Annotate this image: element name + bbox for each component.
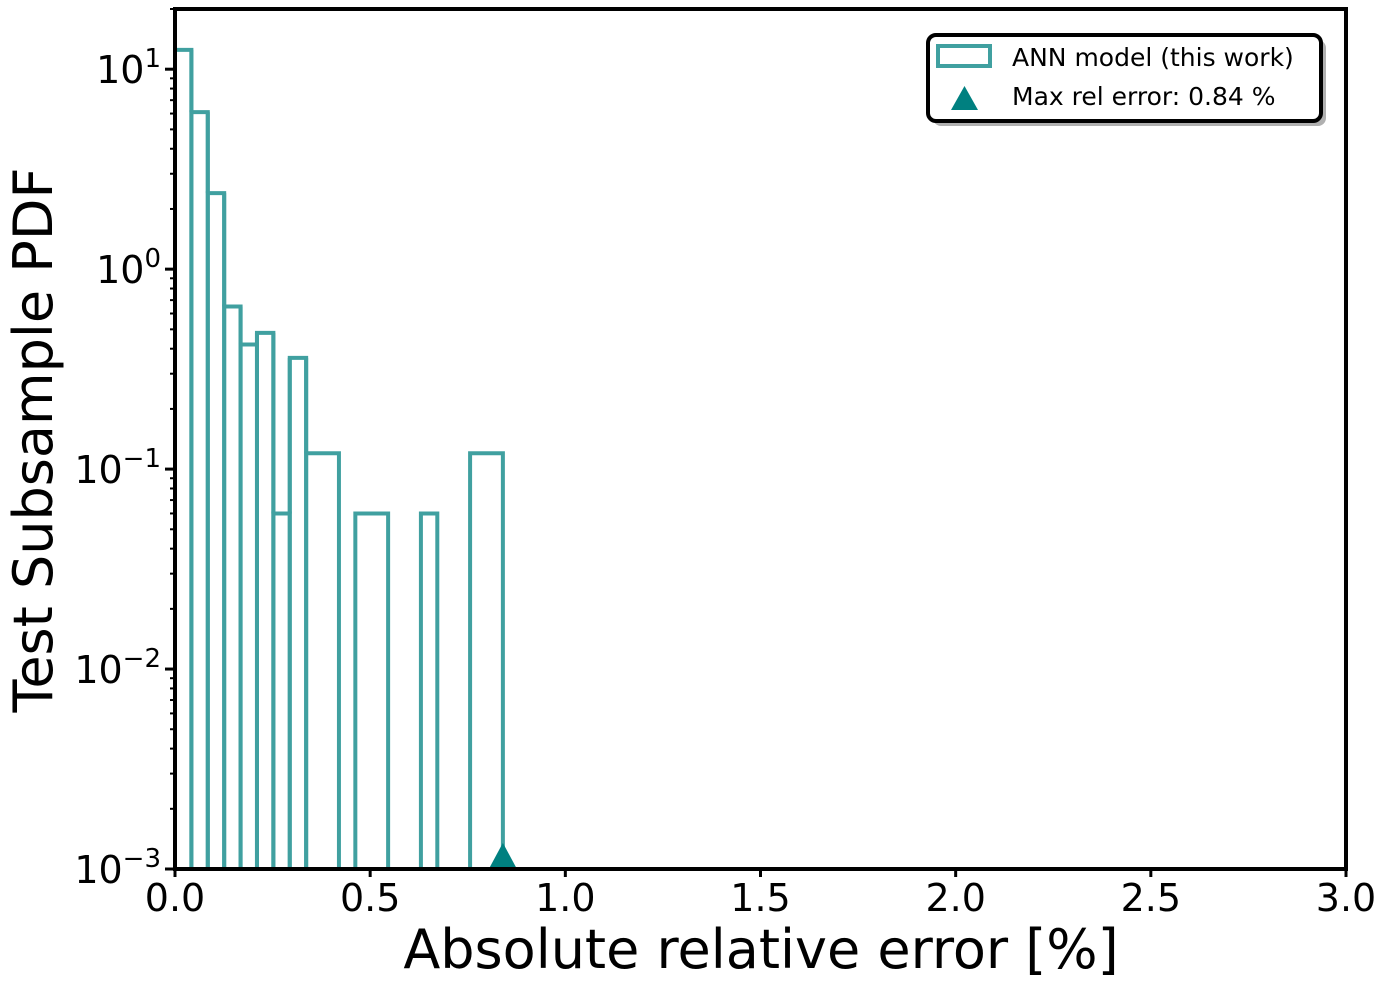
x-tick-label-2: 1.0 <box>535 876 595 920</box>
legend-triangle-icon <box>951 86 978 110</box>
x-tick-label-0: 0.0 <box>145 876 205 920</box>
histogram-bar-4 <box>238 342 259 869</box>
x-tick-label-6: 3.0 <box>1316 876 1376 920</box>
legend-label-max-error: Max rel error: 0.84 % <box>1012 82 1275 111</box>
histogram-bar-12 <box>418 511 440 869</box>
histogram-bar-3 <box>222 304 243 869</box>
histogram-step-outline <box>189 49 309 514</box>
y-tick-label-3: 10−2 <box>74 644 161 692</box>
legend-label-ann: ANN model (this work) <box>1012 43 1294 72</box>
histogram-bar-14 <box>468 451 505 869</box>
y-tick-label-2: 10−1 <box>74 444 161 492</box>
axes-frame <box>173 7 1348 871</box>
histogram-bar-0 <box>173 47 194 869</box>
histogram-bar-7 <box>287 355 309 869</box>
x-tick-label-5: 2.5 <box>1121 876 1181 920</box>
histogram-bar-10 <box>353 511 391 869</box>
axis-ticks: 0.0 0.5 1.0 1.5 2.0 2.5 3.0 101 100 10−1 10−2 10−3 <box>74 8 1376 920</box>
y-tick-label-4: 10−3 <box>74 844 161 892</box>
x-tick-label-1: 0.5 <box>340 876 400 920</box>
x-tick-label-3: 1.5 <box>730 876 790 920</box>
plot-area <box>173 7 1348 871</box>
histogram-bar-6 <box>271 511 292 869</box>
histogram-bar-5 <box>254 330 276 869</box>
legend-frame <box>926 33 1323 123</box>
legend-histogram-swatch <box>936 44 992 68</box>
histogram-bar-1 <box>189 110 210 869</box>
y-tick-label-0: 101 <box>96 44 161 92</box>
histogram-bar-2 <box>205 191 227 869</box>
max-error-marker <box>488 842 517 869</box>
legend: ANN model (this work) Max rel error: 0.8… <box>926 33 1326 126</box>
y-axis-title: Test Subsample PDF <box>2 168 65 714</box>
histogram-bar-8 <box>304 451 341 869</box>
y-tick-label-1: 100 <box>96 244 161 292</box>
x-axis-title: Absolute relative error [%] <box>403 918 1118 981</box>
x-tick-label-4: 2.0 <box>925 876 985 920</box>
